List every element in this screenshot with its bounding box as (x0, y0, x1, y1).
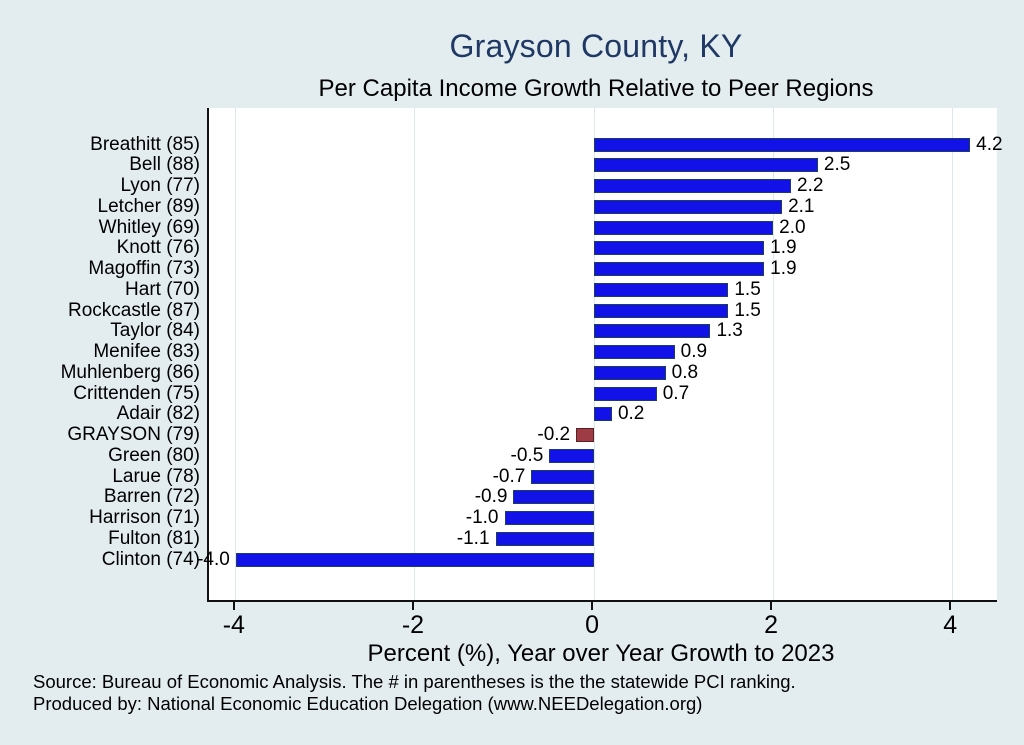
y-axis-label: Adair (82) (116, 403, 200, 425)
x-tick (949, 602, 952, 610)
y-axis-label: Fulton (81) (108, 527, 200, 549)
bar (513, 490, 595, 505)
page-title: Grayson County, KY (449, 28, 743, 64)
chart-subtitle: Per Capita Income Growth Relative to Pee… (318, 75, 874, 102)
y-axis-label: Barren (72) (103, 486, 200, 508)
y-axis-label: Letcher (89) (97, 195, 200, 217)
bar-value-label: -0.9 (474, 486, 508, 508)
y-axis-label: Knott (76) (116, 237, 200, 259)
bar-value-label: 4.2 (976, 133, 1003, 155)
y-axis-label: Crittenden (75) (73, 382, 200, 404)
x-axis-title: Percent (%), Year over Year Growth to 20… (367, 640, 835, 667)
bar (594, 158, 818, 173)
bar-value-label: -0.2 (537, 424, 571, 445)
y-axis-label: Clinton (74) (101, 548, 200, 570)
chart-header: Grayson County, KY Per Capita Income Gro… (190, 28, 1002, 103)
y-axis-label: Muhlenberg (86) (60, 361, 200, 383)
bar (594, 324, 711, 339)
bar-value-label: 1.9 (770, 258, 797, 279)
x-tick (770, 602, 773, 610)
bar (594, 137, 971, 152)
bar (594, 179, 792, 193)
y-axis: Breathitt (85) Bell (88) Lyon (77) Letcher … (0, 108, 200, 600)
bar (549, 448, 595, 463)
y-axis-label: Menifee (83) (93, 341, 200, 362)
x-tick (591, 602, 594, 610)
gridline (235, 108, 237, 600)
bar-value-label: 0.7 (662, 382, 690, 404)
bar-value-label: -4.0 (197, 548, 230, 570)
source-note: Source: Bureau of Economic Analysis. The… (33, 671, 1013, 715)
bar (594, 241, 765, 256)
bar (594, 386, 657, 401)
bar (235, 552, 595, 567)
bar (594, 282, 729, 297)
bar (594, 345, 675, 359)
x-tick-label: 2 (764, 611, 779, 639)
source-line-2: Produced by: National Economic Education… (33, 693, 703, 714)
bar-value-label: 0.9 (680, 341, 708, 362)
bar (594, 199, 783, 214)
bar-value-label: 1.5 (734, 299, 761, 321)
bar (594, 220, 774, 235)
bar-value-label: -0.7 (492, 465, 526, 487)
bar (594, 407, 612, 422)
y-axis-label: Green (80) (108, 444, 200, 466)
bar (504, 511, 595, 525)
y-axis-label: Harrison (71) (89, 507, 200, 528)
bar (594, 365, 666, 380)
bar-value-label: 2.2 (797, 175, 824, 196)
plot-area: 4.2 2.5 2.2 2.1 2.0 1.9 1.9 1.5 1.5 1.3 0.9 0.8 0.7 0… (197, 108, 1003, 602)
bar-value-label: 2.1 (788, 195, 815, 217)
y-axis-label: Taylor (84) (110, 320, 200, 342)
x-tick-label: 0 (585, 611, 599, 639)
y-axis-label: Magoffin (73) (88, 258, 200, 279)
bar (495, 531, 595, 546)
x-tick-label: -2 (401, 611, 425, 639)
x-tick (232, 602, 235, 610)
bar-value-label: -1.1 (456, 527, 490, 549)
y-axis-label: Larue (78) (112, 465, 200, 487)
x-tick-label: -4 (222, 611, 245, 639)
y-axis-label: Breathitt (85) (90, 133, 200, 155)
y-axis-label: Lyon (77) (120, 175, 200, 196)
bar-value-label: 2.5 (823, 154, 851, 176)
y-axis-label: Rockcastle (87) (68, 299, 200, 321)
bar (594, 262, 765, 276)
bar (531, 469, 595, 484)
bar-value-label: 1.9 (770, 237, 797, 259)
source-line-1: Source: Bureau of Economic Analysis. The… (33, 671, 796, 692)
bar-value-label: 0.2 (617, 403, 645, 425)
bar-value-label: 0.8 (671, 361, 699, 383)
y-axis-label: Bell (88) (129, 154, 200, 176)
gridline (772, 108, 774, 600)
y-axis-label: Hart (70) (125, 278, 200, 300)
bar-value-label: 1.3 (716, 320, 743, 342)
bar-value-label: -0.5 (510, 444, 544, 466)
y-axis-label: GRAYSON (79) (67, 424, 200, 445)
bar-value-label: 1.5 (734, 278, 761, 300)
bar-grayson-highlight (576, 428, 595, 442)
bar-value-label: -1.0 (465, 507, 499, 528)
y-axis-label: Whitley (69) (98, 216, 200, 238)
x-tick (411, 602, 414, 610)
x-tick-label: 4 (943, 611, 958, 639)
bar-value-label: 2.0 (779, 216, 806, 238)
bar (594, 303, 729, 318)
gridline (951, 108, 953, 600)
gridline (414, 108, 416, 600)
